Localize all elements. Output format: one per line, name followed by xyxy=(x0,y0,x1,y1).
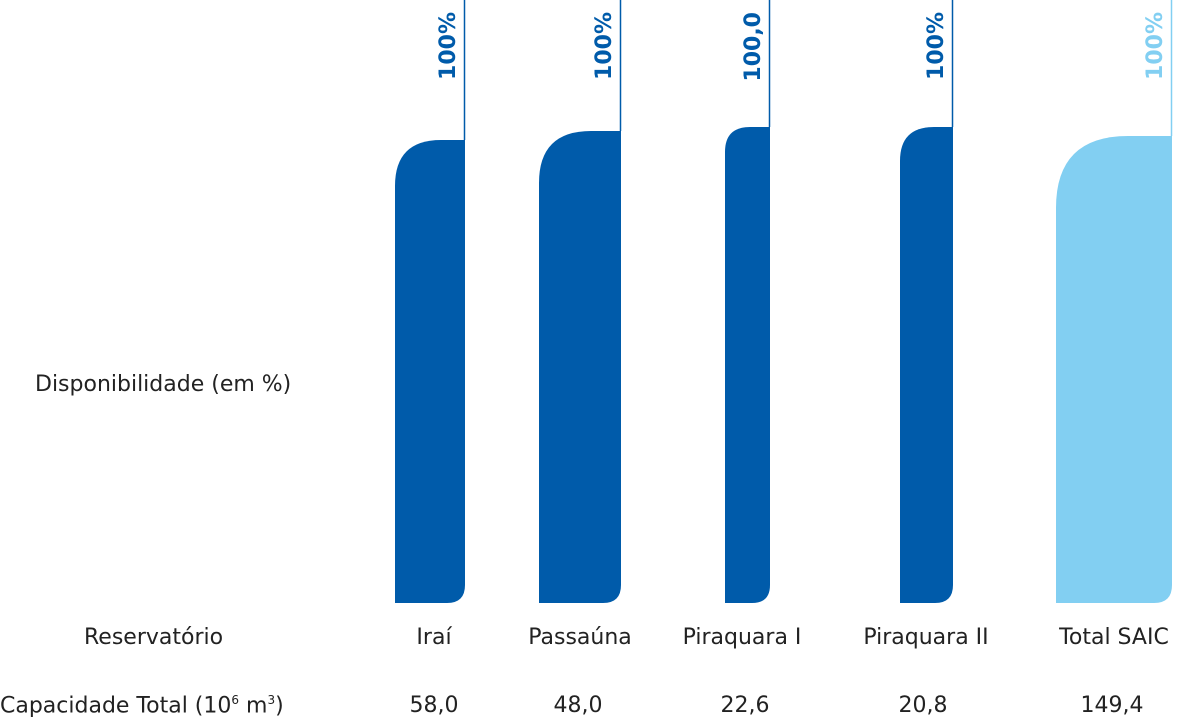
bar-5 xyxy=(1056,136,1172,603)
capacity-value: 48,0 xyxy=(553,693,603,718)
bar-1 xyxy=(395,140,465,603)
capacity-value: 22,6 xyxy=(720,693,770,718)
capacity-value: 58,0 xyxy=(409,693,459,718)
bar-data-label: 100% xyxy=(436,12,461,80)
reservoir-name: Piraquara I xyxy=(682,625,802,650)
bar-2 xyxy=(539,131,621,603)
reservoir-name: Passaúna xyxy=(528,625,632,650)
availability-label: Disponibilidade (em %) xyxy=(35,372,292,397)
bar-data-label: 100,0 xyxy=(741,12,766,82)
bar-3 xyxy=(725,127,770,603)
capacity-value: 20,8 xyxy=(898,693,948,718)
bar-4 xyxy=(900,127,953,603)
bar-data-label: 100% xyxy=(592,12,617,80)
reservoir-name: Piraquara II xyxy=(863,625,989,650)
capacity-label: Capacidade Total (106 m3) xyxy=(0,693,284,719)
capacity-value: 149,4 xyxy=(1080,693,1144,718)
reservoir-name: Iraí xyxy=(416,625,452,650)
bar-data-label: 100% xyxy=(924,12,949,80)
reservoir-name: Total SAIC xyxy=(1059,625,1169,650)
bar-data-label: 100% xyxy=(1143,12,1168,80)
reservoir-label: Reservatório xyxy=(84,625,224,650)
